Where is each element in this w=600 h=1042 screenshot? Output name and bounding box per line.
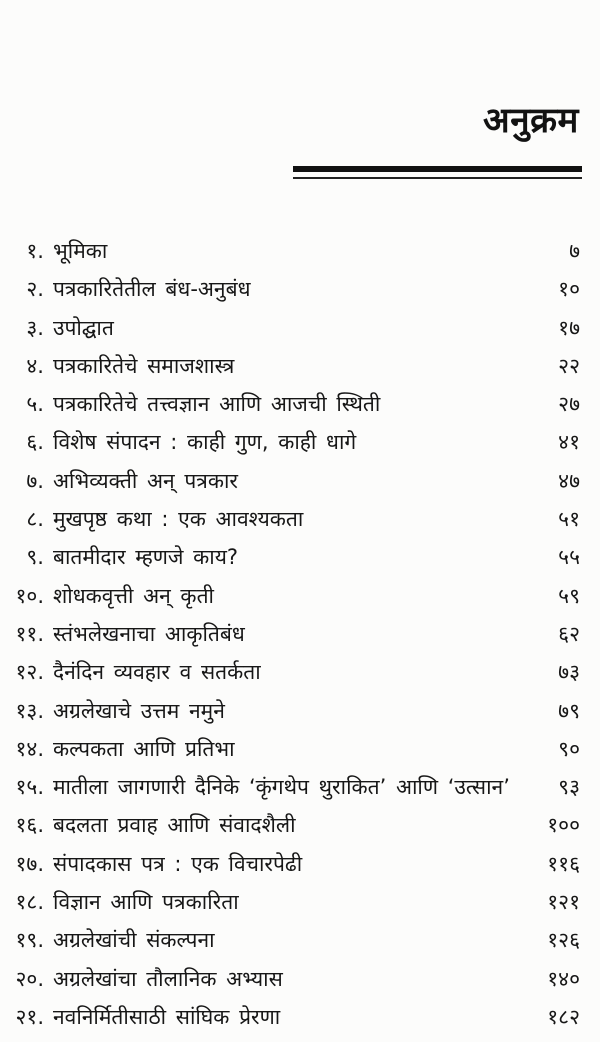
toc-entry-number: ६. bbox=[26, 430, 44, 455]
toc-entry-number: ७. bbox=[26, 468, 44, 493]
toc-entry-title: उपोद्घात bbox=[53, 315, 114, 340]
toc-entry-number: १७. bbox=[15, 851, 44, 876]
toc-entry-page: १७ bbox=[558, 315, 580, 340]
toc-entry-page: ५५ bbox=[558, 545, 580, 570]
toc-row: १. भूमिका ७ bbox=[8, 238, 580, 276]
toc-entry-title: अग्रलेखांची संकल्पना bbox=[53, 928, 215, 953]
toc-entry-title: दैनंदिन व्यवहार व सतर्कता bbox=[53, 660, 261, 685]
toc-entry-page: ७ bbox=[569, 239, 580, 263]
toc-entry-title: भूमिका bbox=[53, 239, 108, 263]
toc-entry-page: १४० bbox=[547, 966, 580, 991]
toc-row: ७. अभिव्यक्ती अन् पत्रकार ४७ bbox=[8, 468, 580, 506]
toc-entry-number: २०. bbox=[15, 966, 44, 991]
toc-entry-page: १०० bbox=[547, 813, 580, 838]
toc-entry-title: विज्ञान आणि पत्रकारिता bbox=[53, 890, 239, 915]
toc-entry-title: शोधकवृत्ती अन् कृती bbox=[53, 583, 214, 608]
toc-entry-number: १. bbox=[26, 239, 44, 263]
toc-row: १४. कल्पकता आणि प्रतिभा ९० bbox=[8, 736, 580, 774]
toc-entry-number: ५. bbox=[26, 392, 44, 417]
toc-entry-page: ६२ bbox=[558, 621, 580, 646]
toc-row: २. पत्रकारितेतील बंध-अनुबंध १० bbox=[8, 276, 580, 314]
toc-entry-number: ८. bbox=[26, 507, 44, 532]
toc-row: १५. मातीला जागणारी दैनिके ‘कृंगथेप थुराक… bbox=[8, 774, 580, 812]
toc-row: १०. शोधकवृत्ती अन् कृती ५९ bbox=[8, 583, 580, 621]
page-title: अनुक्रम bbox=[483, 101, 579, 141]
toc-row: २१. नवनिर्मितीसाठी सांघिक प्रेरणा १८२ bbox=[8, 1004, 580, 1042]
toc-row: ११. स्तंभलेखनाचा आकृतिबंध ६२ bbox=[8, 621, 580, 659]
toc-row: ५. पत्रकारितेचे तत्त्वज्ञान आणि आजची स्थ… bbox=[8, 391, 580, 429]
toc-row: ३. उपोद्घात १७ bbox=[8, 315, 580, 353]
toc-entry-number: १३. bbox=[15, 698, 44, 723]
title-rule-group bbox=[293, 166, 582, 179]
toc-row: १६. बदलता प्रवाह आणि संवादशैली १०० bbox=[8, 812, 580, 850]
toc-entry-page: ११६ bbox=[547, 851, 580, 876]
toc-entry-number: १२. bbox=[15, 660, 44, 685]
toc-entry-number: २. bbox=[26, 277, 44, 302]
toc-entry-number: ३. bbox=[26, 315, 44, 340]
toc-entry-page: १२६ bbox=[547, 928, 580, 953]
toc-entry-page: २२ bbox=[558, 353, 580, 378]
toc-entry-number: ११. bbox=[15, 621, 44, 646]
toc-entry-page: १२१ bbox=[547, 890, 580, 915]
toc-row: १३. अग्रलेखाचे उत्तम नमुने ७९ bbox=[8, 698, 580, 736]
toc-list: १. भूमिका ७ २. पत्रकारितेतील बंध-अनुबंध … bbox=[8, 238, 580, 1042]
toc-entry-page: ५१ bbox=[558, 507, 580, 532]
toc-entry-page: ९० bbox=[558, 736, 580, 761]
toc-entry-number: १८. bbox=[15, 890, 44, 915]
toc-entry-title: संपादकास पत्र : एक विचारपेढी bbox=[53, 851, 303, 876]
toc-entry-page: १८२ bbox=[547, 1004, 580, 1029]
toc-entry-number: ९. bbox=[26, 545, 44, 570]
toc-row: ६. विशेष संपादन : काही गुण, काही धागे ४१ bbox=[8, 429, 580, 467]
toc-entry-number: २१. bbox=[15, 1004, 44, 1029]
toc-entry-title: बातमीदार म्हणजे काय? bbox=[53, 545, 239, 570]
toc-entry-number: १६. bbox=[15, 813, 44, 838]
toc-entry-page: ५९ bbox=[558, 583, 580, 608]
toc-entry-number: १५. bbox=[15, 775, 44, 800]
toc-entry-title: स्तंभलेखनाचा आकृतिबंध bbox=[53, 621, 245, 646]
toc-row: १२. दैनंदिन व्यवहार व सतर्कता ७३ bbox=[8, 659, 580, 697]
toc-entry-number: १४. bbox=[15, 736, 44, 761]
toc-row: १९. अग्रलेखांची संकल्पना १२६ bbox=[8, 927, 580, 965]
toc-entry-title: अग्रलेखांचा तौलानिक अभ्यास bbox=[53, 966, 283, 991]
toc-entry-title: नवनिर्मितीसाठी सांघिक प्रेरणा bbox=[53, 1004, 281, 1029]
toc-row: ९. बातमीदार म्हणजे काय? ५५ bbox=[8, 544, 580, 582]
toc-entry-title: विशेष संपादन : काही गुण, काही धागे bbox=[53, 430, 357, 455]
toc-entry-page: ४७ bbox=[558, 468, 580, 493]
toc-row: १७. संपादकास पत्र : एक विचारपेढी ११६ bbox=[8, 851, 580, 889]
toc-entry-title: मातीला जागणारी दैनिके ‘कृंगथेप थुराकित’ … bbox=[53, 775, 510, 800]
toc-entry-number: १०. bbox=[15, 583, 44, 608]
toc-entry-page: ४१ bbox=[558, 430, 580, 455]
toc-entry-title: पत्रकारितेचे तत्त्वज्ञान आणि आजची स्थिती bbox=[53, 392, 381, 417]
toc-entry-page: २७ bbox=[558, 392, 580, 417]
toc-entry-page: ७९ bbox=[558, 698, 580, 723]
toc-entry-title: पत्रकारितेचे समाजशास्त्र bbox=[53, 353, 235, 378]
toc-entry-number: ४. bbox=[26, 353, 44, 378]
toc-entry-page: ९३ bbox=[558, 775, 580, 800]
toc-entry-number: १९. bbox=[15, 928, 44, 953]
title-rule-thin bbox=[293, 177, 582, 179]
toc-entry-page: १० bbox=[558, 277, 580, 302]
toc-row: ८. मुखपृष्ठ कथा : एक आवश्यकता ५१ bbox=[8, 506, 580, 544]
toc-entry-title: अग्रलेखाचे उत्तम नमुने bbox=[53, 698, 225, 723]
toc-entry-page: ७३ bbox=[558, 660, 580, 685]
toc-entry-title: मुखपृष्ठ कथा : एक आवश्यकता bbox=[53, 507, 304, 532]
toc-entry-title: बदलता प्रवाह आणि संवादशैली bbox=[53, 813, 296, 838]
toc-entry-title: पत्रकारितेतील बंध-अनुबंध bbox=[53, 277, 251, 302]
title-rule-thick bbox=[293, 166, 582, 172]
toc-entry-title: कल्पकता आणि प्रतिभा bbox=[53, 736, 235, 761]
toc-row: २०. अग्रलेखांचा तौलानिक अभ्यास १४० bbox=[8, 966, 580, 1004]
toc-entry-title: अभिव्यक्ती अन् पत्रकार bbox=[53, 468, 238, 493]
toc-row: ४. पत्रकारितेचे समाजशास्त्र २२ bbox=[8, 353, 580, 391]
toc-row: १८. विज्ञान आणि पत्रकारिता १२१ bbox=[8, 889, 580, 927]
